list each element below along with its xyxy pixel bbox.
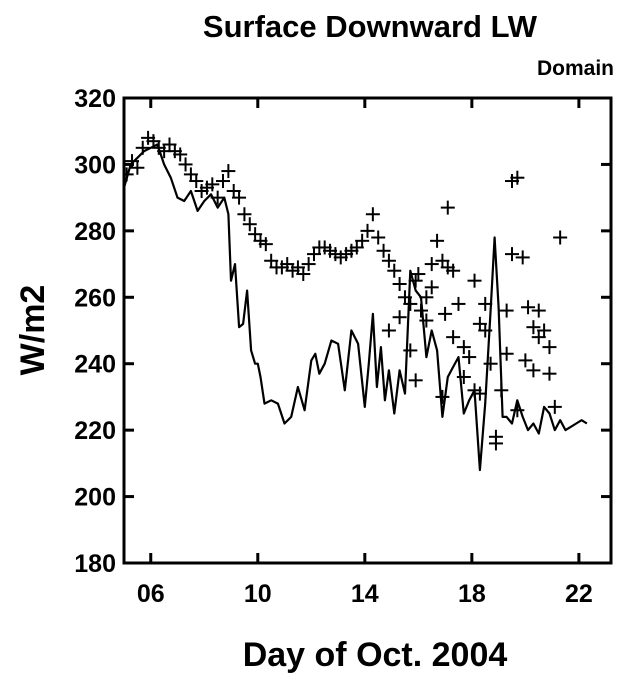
data-point-plus-marker [521,300,536,315]
data-point-plus-marker [542,340,557,355]
data-point-plus-marker [526,320,541,335]
data-point-plus-marker [467,273,482,288]
data-point-plus-marker [547,399,562,414]
data-point-plus-marker [510,170,525,185]
x-axis: 06 10 14 18 22 [137,98,593,608]
data-point-plus-marker [478,323,493,338]
x-tick-label: 22 [565,580,593,608]
data-point-plus-marker [440,260,455,275]
data-point-plus-marker [430,233,445,248]
x-tick-label: 10 [244,580,272,608]
x-tick-label: 18 [458,580,486,608]
data-point-plus-marker [216,174,231,189]
data-point-plus-marker [258,237,273,252]
data-point-plus-marker [467,383,482,398]
data-point-plus-marker [553,230,568,245]
data-point-plus-marker [381,253,396,268]
data-point-plus-marker [130,160,145,175]
data-point-plus-marker [232,190,247,205]
data-point-plus-marker [504,247,519,262]
data-point-plus-marker [446,330,461,345]
data-point-plus-marker [531,303,546,318]
data-point-plus-marker [376,243,391,258]
y-tick-label: 280 [74,218,116,246]
data-point-plus-marker [494,383,509,398]
data-point-plus-marker [488,429,503,444]
x-axis-label: Day of Oct. 2004 [243,636,508,674]
data-point-plus-marker [414,303,429,318]
data-point-plus-marker [355,233,370,248]
data-point-plus-marker [462,350,477,365]
plot-frame [122,96,613,565]
plot-area [124,130,588,472]
data-point-plus-marker [392,310,407,325]
data-point-plus-marker [242,217,257,232]
y-tick-label: 300 [74,151,116,179]
y-axis: 180 200 220 240 260 280 300 320 [74,85,611,578]
data-point-plus-marker [387,263,402,278]
data-point-plus-marker [424,257,439,272]
data-point-plus-marker [499,346,514,361]
data-point-plus-marker [124,167,134,182]
data-point-plus-marker [301,257,316,272]
data-point-plus-marker [189,174,204,189]
y-tick-label: 320 [74,85,116,113]
data-point-plus-marker [456,340,471,355]
data-point-plus-marker [411,267,426,282]
y-tick-label: 180 [74,550,116,578]
data-point-plus-marker [515,250,530,265]
y-tick-label: 240 [74,351,116,379]
data-point-plus-marker [483,356,498,371]
data-point-plus-marker [451,296,466,311]
data-point-plus-marker [178,157,193,172]
data-point-plus-marker [499,303,514,318]
data-point-plus-marker [371,230,386,245]
data-point-plus-marker [296,267,311,282]
y-tick-label: 220 [74,417,116,445]
x-tick-label: 14 [351,580,379,608]
chart-title: Surface Downward LW [203,9,538,44]
data-point-plus-marker [542,366,557,381]
data-point-plus-marker [518,353,533,368]
data-point-plus-marker [237,207,252,222]
data-point-plus-marker [419,313,434,328]
data-point-plus-marker [435,389,450,404]
data-point-plus-marker [210,190,225,205]
data-point-plus-marker [531,330,546,345]
y-tick-label: 260 [74,284,116,312]
data-point-plus-marker [365,207,380,222]
data-point-plus-marker [392,277,407,291]
data-point-plus-marker [456,370,471,384]
data-point-plus-marker [403,296,418,311]
data-point-plus-marker [526,363,541,378]
series-line [124,143,588,472]
data-point-plus-marker [408,373,423,388]
data-point-plus-marker [440,200,455,215]
data-point-plus-marker [403,343,418,358]
data-point-plus-marker [360,223,375,238]
series-layer [124,130,588,472]
data-point-plus-marker [478,296,493,311]
data-point-plus-marker [173,147,188,162]
data-point-plus-marker [135,140,150,155]
data-point-plus-marker [221,164,236,179]
data-point-plus-marker [205,177,220,192]
data-point-plus-marker [381,323,396,338]
data-point-plus-marker [424,280,439,295]
data-point-plus-marker [408,273,423,288]
y-tick-label: 200 [74,484,116,512]
data-point-plus-marker [510,403,525,418]
data-point-plus-marker [438,306,453,321]
chart-subtitle: Domain [537,57,614,80]
data-point-plus-marker [419,290,434,305]
x-tick-label: 06 [137,580,165,608]
y-axis-label: W/m2 [14,285,52,376]
